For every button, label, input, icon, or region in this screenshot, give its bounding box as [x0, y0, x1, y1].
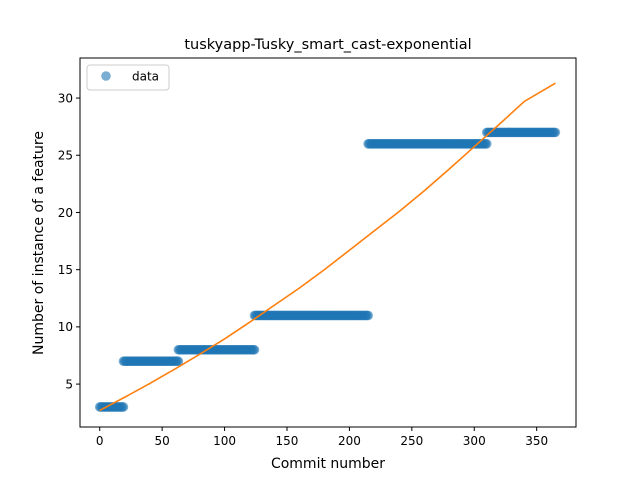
x-tick-label: 300	[463, 434, 486, 448]
x-tick-label: 150	[276, 434, 299, 448]
x-tick-label: 350	[525, 434, 548, 448]
y-tick-label: 25	[58, 149, 73, 163]
y-axis: 5 10 15 20 25 30	[58, 91, 80, 391]
x-tick-label: 250	[400, 434, 423, 448]
y-tick-label: 30	[58, 91, 73, 105]
y-tick-label: 10	[58, 320, 73, 334]
data-point	[550, 127, 561, 138]
data-point	[363, 310, 373, 321]
data-point	[173, 356, 184, 367]
plot-frame	[79, 57, 577, 428]
legend-entry-data: data	[132, 70, 159, 84]
data-point	[249, 344, 260, 355]
legend: data	[86, 64, 170, 91]
x-tick-label: 200	[338, 434, 361, 448]
x-axis: 0 50 100 150 200 250 300 350	[96, 427, 548, 448]
x-axis-label: Commit number	[271, 456, 385, 472]
fit-line	[99, 82, 556, 412]
y-tick-label: 15	[58, 263, 73, 277]
legend-marker	[101, 71, 111, 81]
legend-box	[86, 64, 170, 91]
data-point	[118, 402, 129, 412]
chart-title: tuskyapp-Tusky_smart_cast-exponential	[184, 37, 471, 53]
x-tick-label: 100	[213, 434, 236, 448]
data-point	[481, 139, 492, 149]
y-tick-label: 20	[58, 206, 73, 220]
y-tick-label: 5	[65, 377, 73, 391]
x-tick-label: 0	[96, 434, 104, 448]
x-tick-label: 50	[155, 434, 170, 448]
y-axis-label: Number of instance of a feature	[31, 131, 47, 355]
plot-area	[94, 82, 561, 412]
